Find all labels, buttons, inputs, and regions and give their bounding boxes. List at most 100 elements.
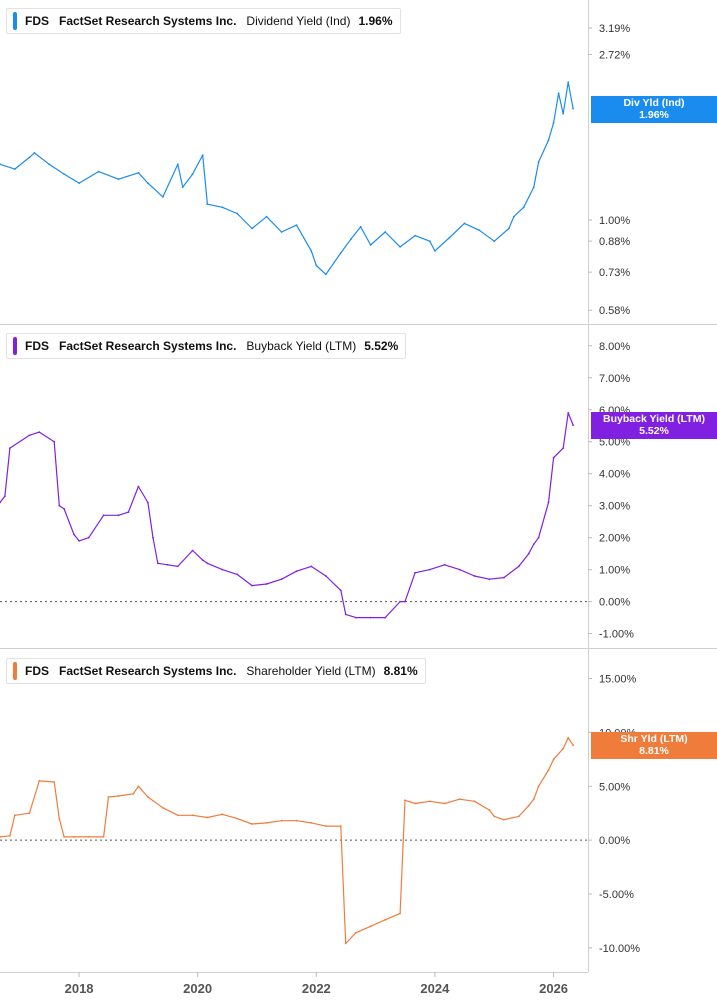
y-tick-label: 2.72% [599,49,630,61]
data-point [547,139,550,142]
data-point [399,600,401,603]
data-point [63,508,65,510]
data-point [132,792,135,795]
y-tick-label: 5.00% [599,437,630,449]
data-point [339,589,342,592]
legend-value: 8.81% [383,664,418,678]
tag-label: Div Yld (Ind) [623,97,685,109]
data-point [458,568,461,571]
data-point [359,225,362,228]
dividend-yield-panel: 3.19% 2.72% 1.00% 0.88% 0.73% 0.58% [0,0,717,325]
data-point [295,819,298,822]
data-point [181,186,184,189]
data-point [325,575,327,577]
data-point [147,501,149,504]
data-point [206,203,209,206]
tag-value: 1.96% [639,109,669,121]
data-point [191,173,194,176]
data-point [117,178,120,181]
tag-value: 8.81% [639,745,669,757]
x-tick-label: 2026 [539,981,568,996]
data-point [399,912,401,915]
data-point [315,264,318,267]
data-point [344,613,347,616]
x-axis: 2018 2020 2022 2024 2026 [0,972,588,996]
data-point [176,814,179,817]
series-color-swatch [13,12,17,30]
data-point [384,231,387,233]
data-point [349,238,352,241]
data-point [567,412,570,414]
data-point [38,780,41,782]
data-point [339,252,342,254]
data-point [473,800,476,803]
data-point [0,501,1,504]
data-point [280,231,283,233]
data-point [221,206,224,209]
data-point [493,815,496,818]
data-point [310,822,313,824]
data-point [107,796,110,798]
data-point [53,781,56,783]
data-point [567,736,570,739]
legend-value: 1.96% [358,14,393,28]
data-point [176,565,179,568]
data-point [201,154,204,157]
data-point [488,578,491,581]
data-point [473,575,476,577]
data-point [251,584,253,587]
data-point [201,559,204,561]
data-point [206,816,209,819]
data-point [428,568,431,571]
data-point [236,817,239,820]
data-point [28,434,31,437]
legend-company: FactSet Research Systems Inc. [59,664,237,678]
data-point [463,222,466,225]
legend-value: 5.52% [364,339,399,353]
legend-shareholder-yield[interactable]: FDS FactSet Research Systems Inc. Shareh… [6,658,426,684]
data-point [295,570,298,573]
data-point [339,825,342,827]
data-point [443,563,446,566]
data-point [384,616,387,619]
data-point [384,918,387,921]
data-point [147,182,149,185]
data-point [58,504,61,507]
data-point [562,447,565,449]
legend-dividend-yield[interactable]: FDS FactSet Research Systems Inc. Divide… [6,8,401,34]
legend-metric: Buyback Yield (LTM) [246,339,357,353]
data-point [552,456,555,459]
data-point [236,573,239,576]
y-tick-label: 8.00% [599,341,630,353]
tag-label: Buyback Yield (LTM) [603,413,705,425]
data-point [325,825,327,827]
data-point [537,785,540,788]
data-point [404,799,406,802]
data-point [567,81,570,84]
legend-buyback-yield[interactable]: FDS FactSet Research Systems Inc. Buybac… [6,333,407,359]
legend-company: FactSet Research Systems Inc. [59,14,237,28]
data-point [527,804,530,807]
data-point [166,563,169,566]
data-point [280,578,283,581]
data-point [236,212,239,215]
data-point [63,836,65,838]
data-point [354,616,357,619]
data-point [434,250,436,252]
data-point [73,533,75,536]
y-tick-label: -10.00% [599,943,640,955]
data-point [117,795,120,797]
data-point [265,215,268,218]
y-tick-label: 15.00% [599,674,637,686]
data-point [117,514,120,517]
data-point [147,796,149,798]
data-point [87,836,90,838]
y-tick-label: 2.00% [599,533,630,545]
data-point [414,571,416,574]
data-point [562,747,565,750]
tag-label: Shr Yld (LTM) [620,733,688,745]
data-point [572,744,574,747]
y-tick-label: 0.00% [599,597,630,609]
data-point [28,812,31,815]
data-point [552,121,555,124]
